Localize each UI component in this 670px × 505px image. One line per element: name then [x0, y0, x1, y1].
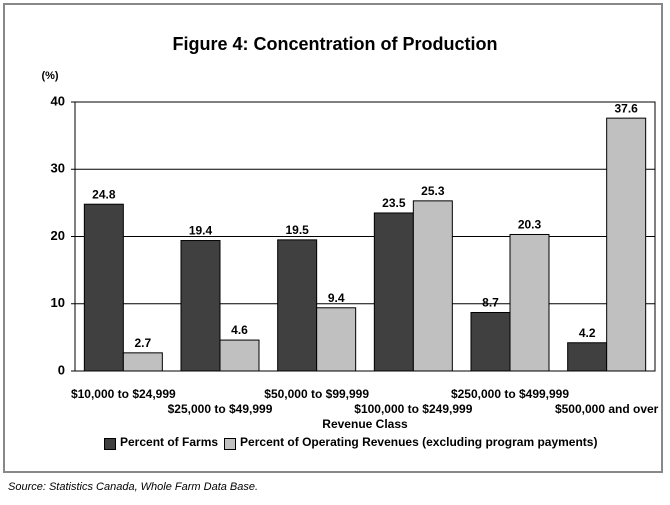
legend-label: Percent of Operating Revenues (excluding… [240, 435, 598, 449]
x-tick-label: $100,000 to $249,999 [354, 402, 472, 416]
y-tick-label: 0 [58, 362, 65, 377]
legend-swatch [224, 438, 237, 450]
chart-title: Figure 4: Concentration of Production [173, 34, 498, 54]
bar [606, 117, 647, 372]
value-label: 24.8 [92, 187, 116, 201]
bar [122, 352, 163, 372]
legend-swatch [104, 438, 116, 450]
value-label: 37.6 [614, 101, 638, 115]
x-tick-label: $250,000 to $499,999 [451, 387, 569, 401]
value-label: 25.3 [421, 184, 445, 198]
legend-item: Percent of Operating Revenues (excluding… [224, 436, 604, 450]
x-axis-label: Revenue Class [322, 417, 408, 431]
x-tick-label: $500,000 and over [555, 402, 659, 416]
value-label: 9.4 [328, 291, 345, 305]
y-unit: (%) [41, 70, 58, 82]
value-label: 19.4 [189, 224, 213, 238]
bar [470, 311, 511, 372]
source-note: Source: Statistics Canada, Whole Farm Da… [8, 481, 259, 493]
bar [373, 212, 414, 372]
bar [180, 240, 221, 372]
value-label: 2.7 [134, 336, 151, 350]
y-tick-label: 40 [51, 93, 65, 108]
frame [3, 3, 663, 473]
bar [277, 239, 318, 372]
legend: Percent of Farms Percent of Operating Re… [104, 436, 624, 450]
y-tick-label: 10 [51, 295, 65, 310]
legend-label: Percent of Farms [120, 435, 219, 449]
value-label: 4.2 [579, 326, 596, 340]
legend-item: Percent of Farms [104, 436, 218, 450]
bar [83, 203, 124, 372]
value-label: 19.5 [285, 223, 309, 237]
x-tick-label: $10,000 to $24,999 [71, 387, 176, 401]
value-label: 20.3 [518, 218, 542, 232]
value-label: 23.5 [382, 196, 406, 210]
bar [509, 233, 550, 372]
value-label: 4.6 [231, 323, 248, 337]
x-tick-label: $50,000 to $99,999 [264, 387, 369, 401]
value-label: 8.7 [482, 296, 499, 310]
y-tick-label: 20 [51, 228, 65, 243]
y-tick-label: 30 [51, 161, 65, 176]
bar [219, 339, 260, 372]
x-tick-label: $25,000 to $49,999 [168, 402, 273, 416]
bar [316, 307, 357, 372]
bar [412, 200, 453, 372]
bar [567, 342, 608, 372]
